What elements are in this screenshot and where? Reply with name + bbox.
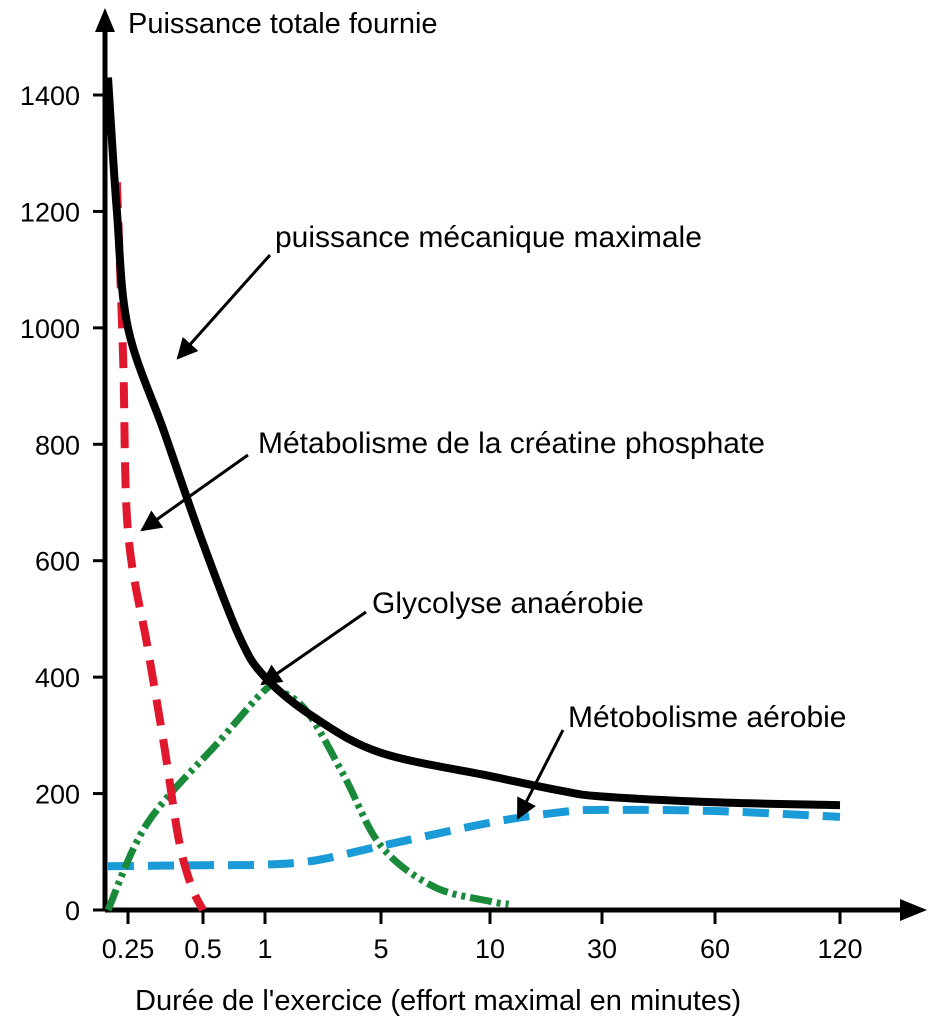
annotation-creatine-label: Métabolisme de la créatine phosphate [258,427,765,460]
x-tick-label: 0.25 [102,934,155,964]
x-tick-label: 1 [257,934,272,964]
y-tick-label: 400 [35,663,80,693]
series-max-power-line [104,77,841,810]
annotation-glycolysis-arrow-icon [260,610,367,686]
y-tick-label: 0 [65,896,80,926]
x-axis-arrow-icon [900,899,927,921]
x-tick-label: 120 [817,934,862,964]
annotation-aerobic-arrow-icon [516,729,565,820]
x-tick-label: 0.5 [184,934,222,964]
y-tick-label: 600 [35,547,80,577]
axes [95,8,927,921]
y-tick-label: 1400 [20,81,80,111]
x-axis-label: Durée de l'exercice (effort maximal en m… [135,985,741,1017]
y-tick-label: 1200 [20,197,80,227]
x-tick-label: 60 [700,934,730,964]
ticks-layer: 0 200 400 600 800 1000 1200 1400 0.25 0.5 1 5 10 30 60… [20,81,863,964]
y-tick-label: 800 [35,430,80,460]
series-aerobic-line [107,805,841,871]
annotation-max-power-label: puissance mécanique maximale [275,221,702,254]
annotation-glycolysis-label: Glycolyse anaérobie [372,587,644,620]
y-tick-label: 1000 [20,314,80,344]
annotation-aerobic-label: Métobolisme aérobie [568,701,846,734]
y-axis-arrow-icon [95,8,115,32]
series-layer [104,77,841,912]
annotation-creatine-arrow-icon [140,453,249,532]
x-tick-label: 30 [587,934,617,964]
annotation-max-power-arrow-icon [176,254,272,360]
x-tick-label: 10 [475,934,505,964]
annotations-layer: puissance mécanique maximale Métabolisme … [140,221,846,820]
x-tick-label: 5 [373,934,388,964]
y-tick-label: 200 [35,780,80,810]
series-creatine-line [112,182,207,912]
chart-title: Puissance totale fournie [128,8,438,40]
